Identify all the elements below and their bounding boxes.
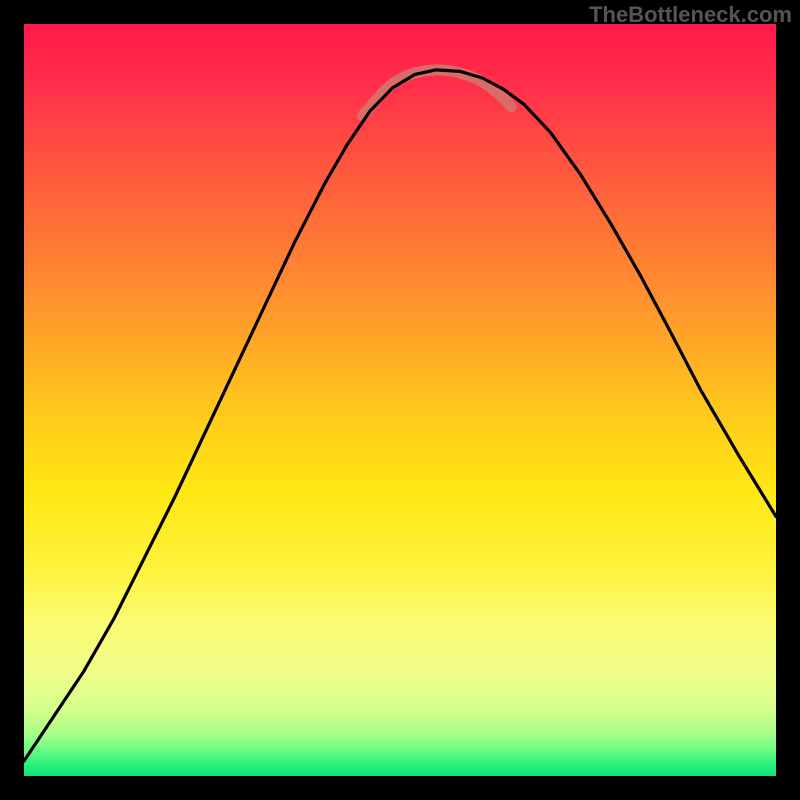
- gradient-background: [24, 24, 776, 776]
- bottleneck-chart: [0, 0, 800, 800]
- chart-container: TheBottleneck.com: [0, 0, 800, 800]
- watermark-text: TheBottleneck.com: [589, 2, 792, 28]
